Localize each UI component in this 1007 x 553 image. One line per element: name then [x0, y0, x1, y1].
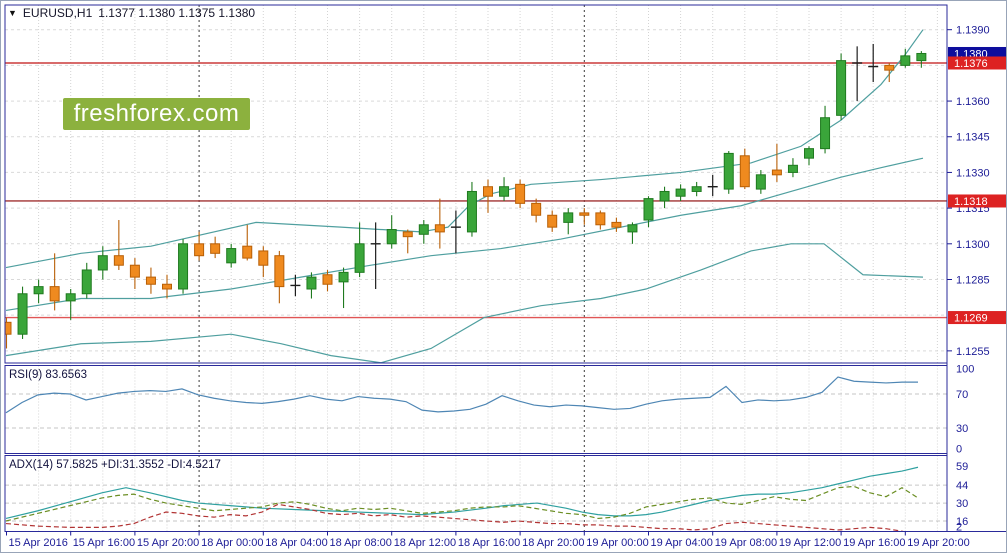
time-axis: 15 Apr 2016 15 Apr 16:00 15 Apr 20:00 18 Ap… — [6, 531, 970, 549]
svg-text:19 Apr 00:00: 19 Apr 00:00 — [586, 537, 648, 549]
svg-text:19 Apr 08:00: 19 Apr 08:00 — [715, 537, 777, 549]
svg-text:18 Apr 16:00: 18 Apr 16:00 — [458, 537, 520, 549]
adx-lines — [5, 466, 919, 532]
svg-text:15 Apr 2016: 15 Apr 2016 — [9, 537, 68, 549]
svg-text:18 Apr 08:00: 18 Apr 08:00 — [330, 537, 392, 549]
symbol-label: EURUSD,H1 — [22, 6, 93, 20]
svg-text:1.1360: 1.1360 — [956, 96, 990, 108]
candles — [5, 43, 927, 349]
chart-header: ▼ EURUSD,H1 1.1377 1.1380 1.1375 1.1380 — [8, 6, 255, 20]
svg-text:1.1269: 1.1269 — [954, 313, 988, 325]
time-scale[interactable] — [5, 532, 947, 552]
svg-text:16: 16 — [956, 516, 968, 528]
grid — [5, 5, 947, 532]
symbol-dropdown-icon[interactable]: ▼ — [8, 8, 17, 18]
svg-text:44: 44 — [956, 480, 968, 492]
svg-text:1.1318: 1.1318 — [954, 196, 988, 208]
svg-text:70: 70 — [956, 389, 968, 401]
ohlc-values: 1.1377 1.1380 1.1375 1.1380 — [98, 6, 256, 20]
svg-text:19 Apr 16:00: 19 Apr 16:00 — [843, 537, 905, 549]
price-axis: 1.13901.13601.13451.13301.13151.13001.12… — [947, 25, 1006, 534]
svg-text:18 Apr 12:00: 18 Apr 12:00 — [394, 537, 456, 549]
svg-text:19 Apr 12:00: 19 Apr 12:00 — [779, 537, 841, 549]
svg-text:15 Apr 20:00: 15 Apr 20:00 — [137, 537, 199, 549]
svg-text:2: 2 — [956, 522, 962, 534]
svg-text:19 Apr 20:00: 19 Apr 20:00 — [907, 537, 969, 549]
svg-text:18 Apr 20:00: 18 Apr 20:00 — [522, 537, 584, 549]
svg-text:1.1300: 1.1300 — [956, 239, 990, 251]
svg-text:0: 0 — [956, 444, 962, 456]
svg-text:100: 100 — [956, 364, 974, 376]
rsi-indicator-label: RSI(9) 83.6563 — [9, 369, 87, 381]
svg-text:18 Apr 00:00: 18 Apr 00:00 — [201, 537, 263, 549]
svg-text:15 Apr 16:00: 15 Apr 16:00 — [73, 537, 135, 549]
svg-text:30: 30 — [956, 498, 968, 510]
broker-watermark: freshforex.com — [63, 98, 250, 130]
price-scale[interactable] — [947, 5, 1006, 532]
svg-text:1.1255: 1.1255 — [956, 346, 990, 358]
svg-text:1.1285: 1.1285 — [956, 274, 990, 286]
bollinger-bands — [5, 29, 924, 363]
svg-text:59: 59 — [956, 461, 968, 473]
svg-text:1.1345: 1.1345 — [956, 132, 990, 144]
svg-text:1.1376: 1.1376 — [954, 58, 988, 70]
svg-text:1.1390: 1.1390 — [956, 25, 990, 37]
svg-text:18 Apr 04:00: 18 Apr 04:00 — [265, 537, 327, 549]
adx-indicator-label: ADX(14) 57.5825 +DI:31.3552 -DI:4.5217 — [9, 459, 221, 471]
rsi-line — [5, 376, 918, 414]
svg-text:19 Apr 04:00: 19 Apr 04:00 — [651, 537, 713, 549]
svg-text:1.1330: 1.1330 — [956, 167, 990, 179]
svg-text:30: 30 — [956, 423, 968, 435]
